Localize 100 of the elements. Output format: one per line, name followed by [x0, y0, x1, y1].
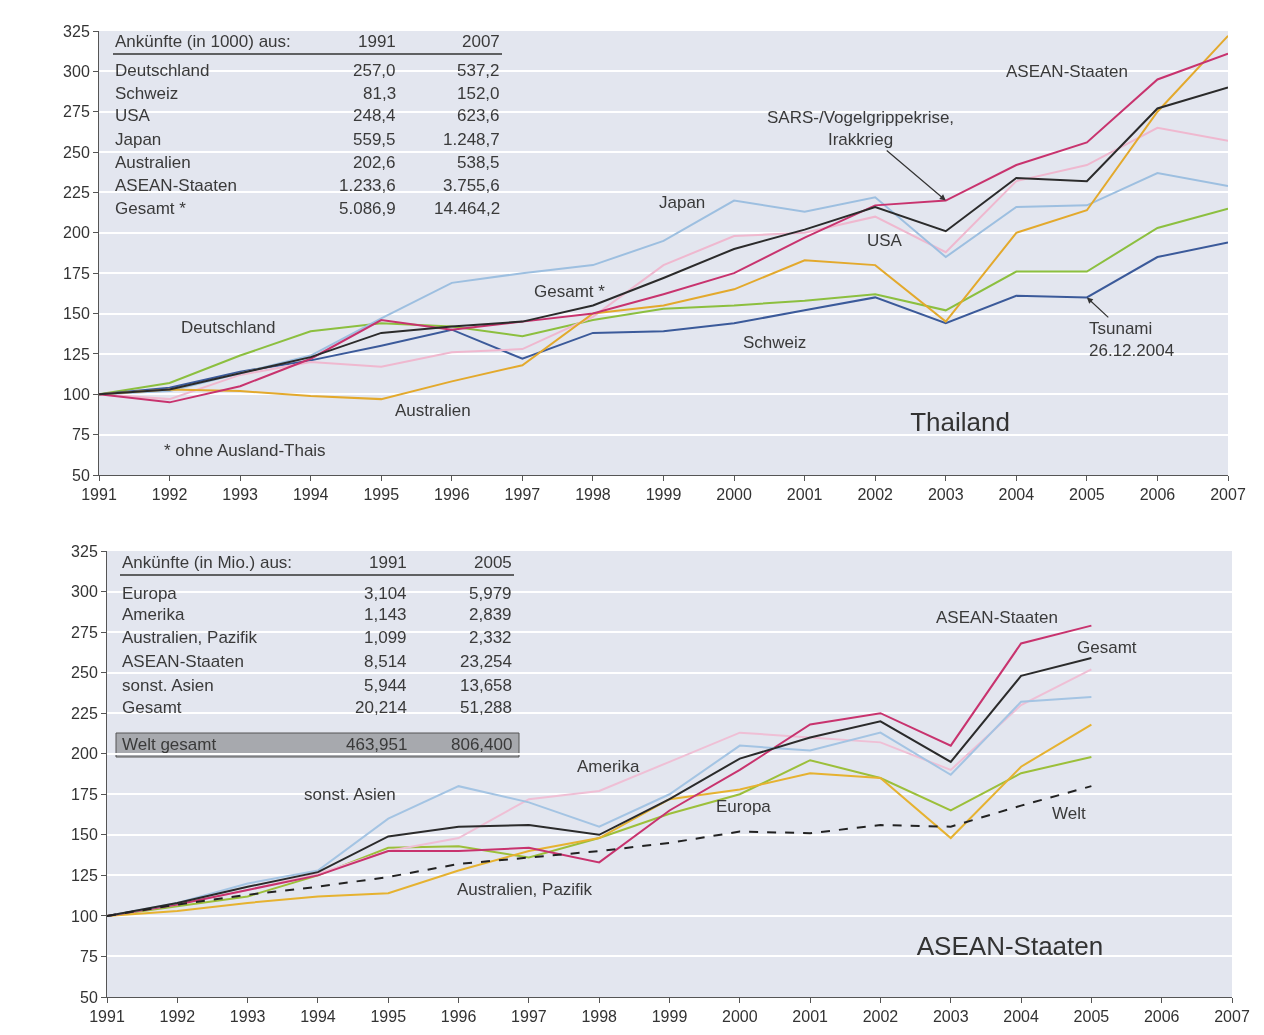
annotation: 1.248,7: [443, 130, 500, 149]
annotation: ASEAN-Staaten: [122, 652, 244, 671]
annotation: 257,0: [353, 61, 396, 80]
annotation: USA: [115, 106, 151, 125]
x-tick-label: 2001: [786, 486, 823, 504]
annotation: Australien: [115, 153, 191, 172]
annotation: 2007: [462, 32, 500, 51]
annotation: 806,400: [451, 735, 513, 754]
x-tick-label: 1991: [89, 1008, 125, 1026]
y-tick-label: 250: [63, 143, 90, 161]
annotation: Australien, Pazifik: [122, 628, 258, 647]
x-tick-label: 1998: [575, 486, 611, 504]
y-tick-label: 225: [71, 704, 98, 722]
x-tick-label: 2006: [1143, 1008, 1180, 1026]
annotation: Amerika: [122, 605, 185, 624]
x-tick-label: 1997: [511, 1008, 547, 1026]
annotation: 2,839: [469, 605, 512, 624]
x-tick-label: 1994: [292, 486, 329, 504]
series-label: Gesamt: [1077, 638, 1137, 657]
y-tick-label: 125: [71, 866, 98, 884]
annotation: 623,6: [457, 106, 500, 125]
x-tick-label: 2006: [1139, 486, 1176, 504]
annotation: 538,5: [457, 153, 500, 172]
x-tick-label: 1992: [151, 486, 188, 504]
series-label: Deutschland: [181, 318, 276, 337]
series-label: ASEAN-Staaten: [936, 608, 1058, 627]
x-tick-label: 1994: [300, 1008, 336, 1026]
y-tick-label: 100: [63, 385, 90, 403]
y-tick-label: 325: [71, 542, 98, 560]
annotation: Tsunami 26.12.2004: [1089, 319, 1175, 361]
series-label: USA: [867, 231, 903, 250]
annotation: Schweiz: [115, 84, 179, 103]
y-tick-label: 275: [63, 103, 90, 121]
annotation: SARS-/Vogelgrippekrise, Irakkrieg: [767, 108, 955, 150]
y-tick-label: 50: [80, 988, 98, 1006]
x-tick-label: 1993: [222, 486, 259, 504]
annotation: 81,3: [363, 84, 397, 103]
annotation: 2,332: [469, 628, 512, 647]
annotation: Japan: [115, 130, 162, 149]
series-label: Japan: [659, 193, 706, 212]
annotation: Ankünfte (in Mio.) aus:: [122, 553, 293, 572]
y-tick-label: 200: [63, 224, 90, 242]
y-tick-label: 175: [71, 785, 98, 803]
annotation: 1991: [369, 553, 407, 572]
x-tick-label: 1992: [159, 1008, 196, 1026]
annotation: 14.464,2: [434, 199, 501, 218]
series-label: Gesamt *: [534, 282, 606, 301]
annotation: sonst. Asien: [122, 676, 214, 695]
annotation: 1,143: [364, 605, 407, 624]
annotation: 1,099: [364, 628, 407, 647]
y-tick-label: 175: [63, 264, 90, 282]
annotation: Welt gesamt: [122, 735, 217, 754]
x-tick-label: 1991: [81, 486, 117, 504]
annotation: 463,951: [346, 735, 408, 754]
x-tick-label: 1999: [645, 486, 682, 504]
x-tick-label: 2005: [1073, 1008, 1110, 1026]
y-tick-label: 300: [63, 62, 90, 80]
annotation: * ohne Ausland-Thais: [164, 441, 326, 460]
y-tick-label: 200: [71, 745, 98, 763]
x-tick-label: 2003: [927, 486, 964, 504]
x-tick-label: 2005: [1069, 486, 1105, 504]
x-tick-label: 1996: [440, 1008, 477, 1026]
series-label: Amerika: [577, 757, 640, 776]
annotation: 3.755,6: [443, 176, 500, 195]
annotation: 152,0: [457, 84, 500, 103]
series-label: Australien: [395, 401, 471, 420]
series-label: Europa: [716, 797, 772, 816]
y-tick-label: 225: [63, 184, 90, 202]
x-tick-label: 2007: [1210, 486, 1246, 504]
annotation: 2005: [474, 553, 512, 572]
x-tick-label: 2000: [722, 1008, 758, 1026]
annotation: 51,288: [460, 698, 512, 717]
x-tick-label: 1995: [370, 1008, 407, 1026]
text: ASEAN-Staaten: [916, 931, 1104, 962]
y-tick-label: 100: [71, 907, 98, 925]
x-tick-label: 2001: [792, 1008, 829, 1026]
text: Thailand: [910, 407, 1010, 438]
x-tick-label: 1999: [651, 1008, 688, 1026]
annotation: Gesamt: [122, 698, 182, 717]
annotation: Ankünfte (in 1000) aus:: [115, 32, 291, 51]
series-label: Australien, Pazifik: [457, 880, 593, 899]
series-label: ASEAN-Staaten: [1006, 62, 1128, 81]
x-tick-label: 2004: [998, 486, 1035, 504]
annotation: 202,6: [353, 153, 396, 172]
annotation: 23,254: [460, 652, 512, 671]
y-tick-label: 50: [72, 466, 90, 484]
annotation: 8,514: [364, 652, 407, 671]
y-tick-label: 300: [71, 583, 98, 601]
x-tick-label: 2002: [857, 486, 894, 504]
series-label: sonst. Asien: [304, 785, 396, 804]
annotation: 20,214: [355, 698, 407, 717]
annotation: Deutschland: [115, 61, 210, 80]
annotation: 5.086,9: [339, 199, 396, 218]
y-tick-label: 150: [63, 305, 90, 323]
series-label: Welt: [1052, 804, 1086, 823]
y-tick-label: 325: [63, 22, 90, 40]
y-tick-label: 150: [71, 826, 98, 844]
y-tick-label: 250: [71, 664, 98, 682]
x-tick-label: 2003: [932, 1008, 969, 1026]
annotation: 537,2: [457, 61, 500, 80]
